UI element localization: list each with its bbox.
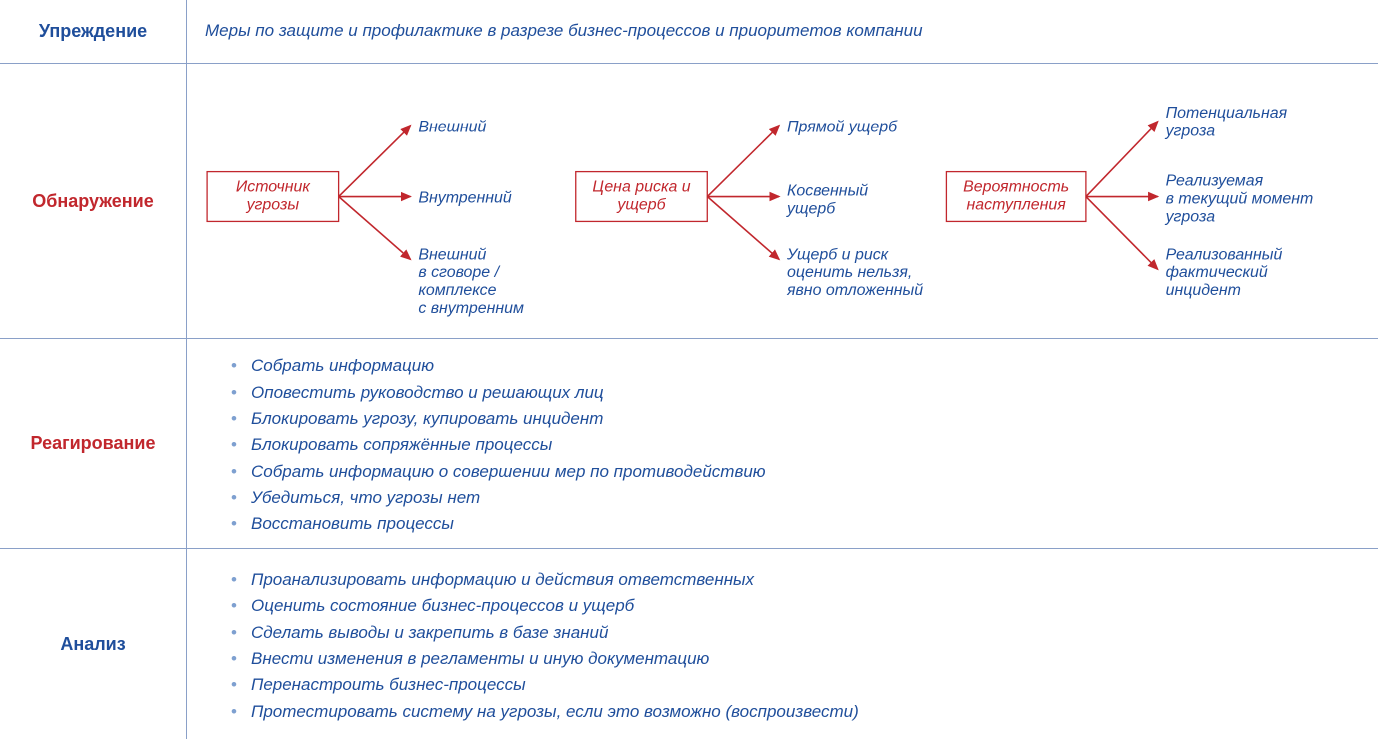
- detection-diagram: Источникугрозы Внешний Внутренний Внешнийв …: [187, 64, 1378, 338]
- diagram-box-label: Цена риска иущерб: [592, 179, 690, 214]
- row-content-analysis: Проанализировать информацию и действия о…: [187, 549, 1378, 739]
- response-list: Собрать информациюОповестить руководство…: [207, 353, 766, 537]
- diagram-branch-label: Реализованныйфактическийинцидент: [1166, 246, 1283, 299]
- list-item: Блокировать угрозу, купировать инцидент: [231, 406, 766, 432]
- diagram-branch-label: Реализуемаяв текущий моментугроза: [1165, 173, 1314, 226]
- row-label-response: Реагирование: [0, 339, 187, 548]
- diagram-arrow: [339, 197, 411, 260]
- diagram-root: Упреждение Меры по защите и профилактике…: [0, 0, 1378, 752]
- diagram-branch-label: Ущерб и рискоценить нельзя,явно отложенн…: [786, 246, 923, 299]
- row-label-detection: Обнаружение: [0, 64, 187, 338]
- list-item: Протестировать систему на угрозы, если э…: [231, 699, 859, 725]
- diagram-branch-label: Потенциальнаяугроза: [1165, 105, 1288, 140]
- list-item: Собрать информацию о совершении мер по п…: [231, 459, 766, 485]
- list-item: Перенастроить бизнес-процессы: [231, 672, 859, 698]
- diagram-box-label: Источникугрозы: [236, 179, 311, 214]
- list-item: Сделать выводы и закрепить в базе знаний: [231, 620, 859, 646]
- list-item: Блокировать сопряжённые процессы: [231, 432, 766, 458]
- list-item: Собрать информацию: [231, 353, 766, 379]
- diagram-arrow: [1086, 197, 1158, 270]
- diagram-arrow: [707, 126, 779, 197]
- analysis-list: Проанализировать информацию и действия о…: [207, 567, 859, 725]
- row-detection: Обнаружение Источникугрозы Внешний Внутрен…: [0, 64, 1378, 339]
- list-item: Проанализировать информацию и действия о…: [231, 567, 859, 593]
- diagram-branch-label: Косвенныйущерб: [786, 183, 868, 218]
- diagram-branch-label: Прямой ущерб: [787, 119, 898, 136]
- diagram-branch-label: Внешнийв сговоре /комплексес внутренним: [418, 246, 524, 317]
- list-item: Убедиться, что угрозы нет: [231, 485, 766, 511]
- prevention-text: Меры по защите и профилактике в разрезе …: [205, 20, 923, 42]
- list-item: Восстановить процессы: [231, 511, 766, 537]
- row-analysis: Анализ Проанализировать информацию и дей…: [0, 549, 1378, 739]
- diagram-arrow: [339, 126, 411, 197]
- row-prevention: Упреждение Меры по защите и профилактике…: [0, 0, 1378, 64]
- row-content-prevention: Меры по защите и профилактике в разрезе …: [187, 0, 1378, 63]
- diagram-box-label: Вероятностьнаступления: [963, 179, 1069, 214]
- diagram-branch-label: Внутренний: [418, 189, 512, 206]
- list-item: Оповестить руководство и решающих лиц: [231, 380, 766, 406]
- row-label-prevention: Упреждение: [0, 0, 187, 63]
- list-item: Оценить состояние бизнес-процессов и уще…: [231, 593, 859, 619]
- diagram-arrow: [707, 197, 779, 260]
- diagram-branch-label: Внешний: [418, 119, 486, 136]
- row-content-response: Собрать информациюОповестить руководство…: [187, 339, 1378, 548]
- diagram-arrow: [1086, 122, 1158, 197]
- list-item: Внести изменения в регламенты и иную док…: [231, 646, 859, 672]
- row-response: Реагирование Собрать информациюОповестит…: [0, 339, 1378, 549]
- row-content-detection: Источникугрозы Внешний Внутренний Внешнийв …: [187, 64, 1378, 338]
- row-label-analysis: Анализ: [0, 549, 187, 739]
